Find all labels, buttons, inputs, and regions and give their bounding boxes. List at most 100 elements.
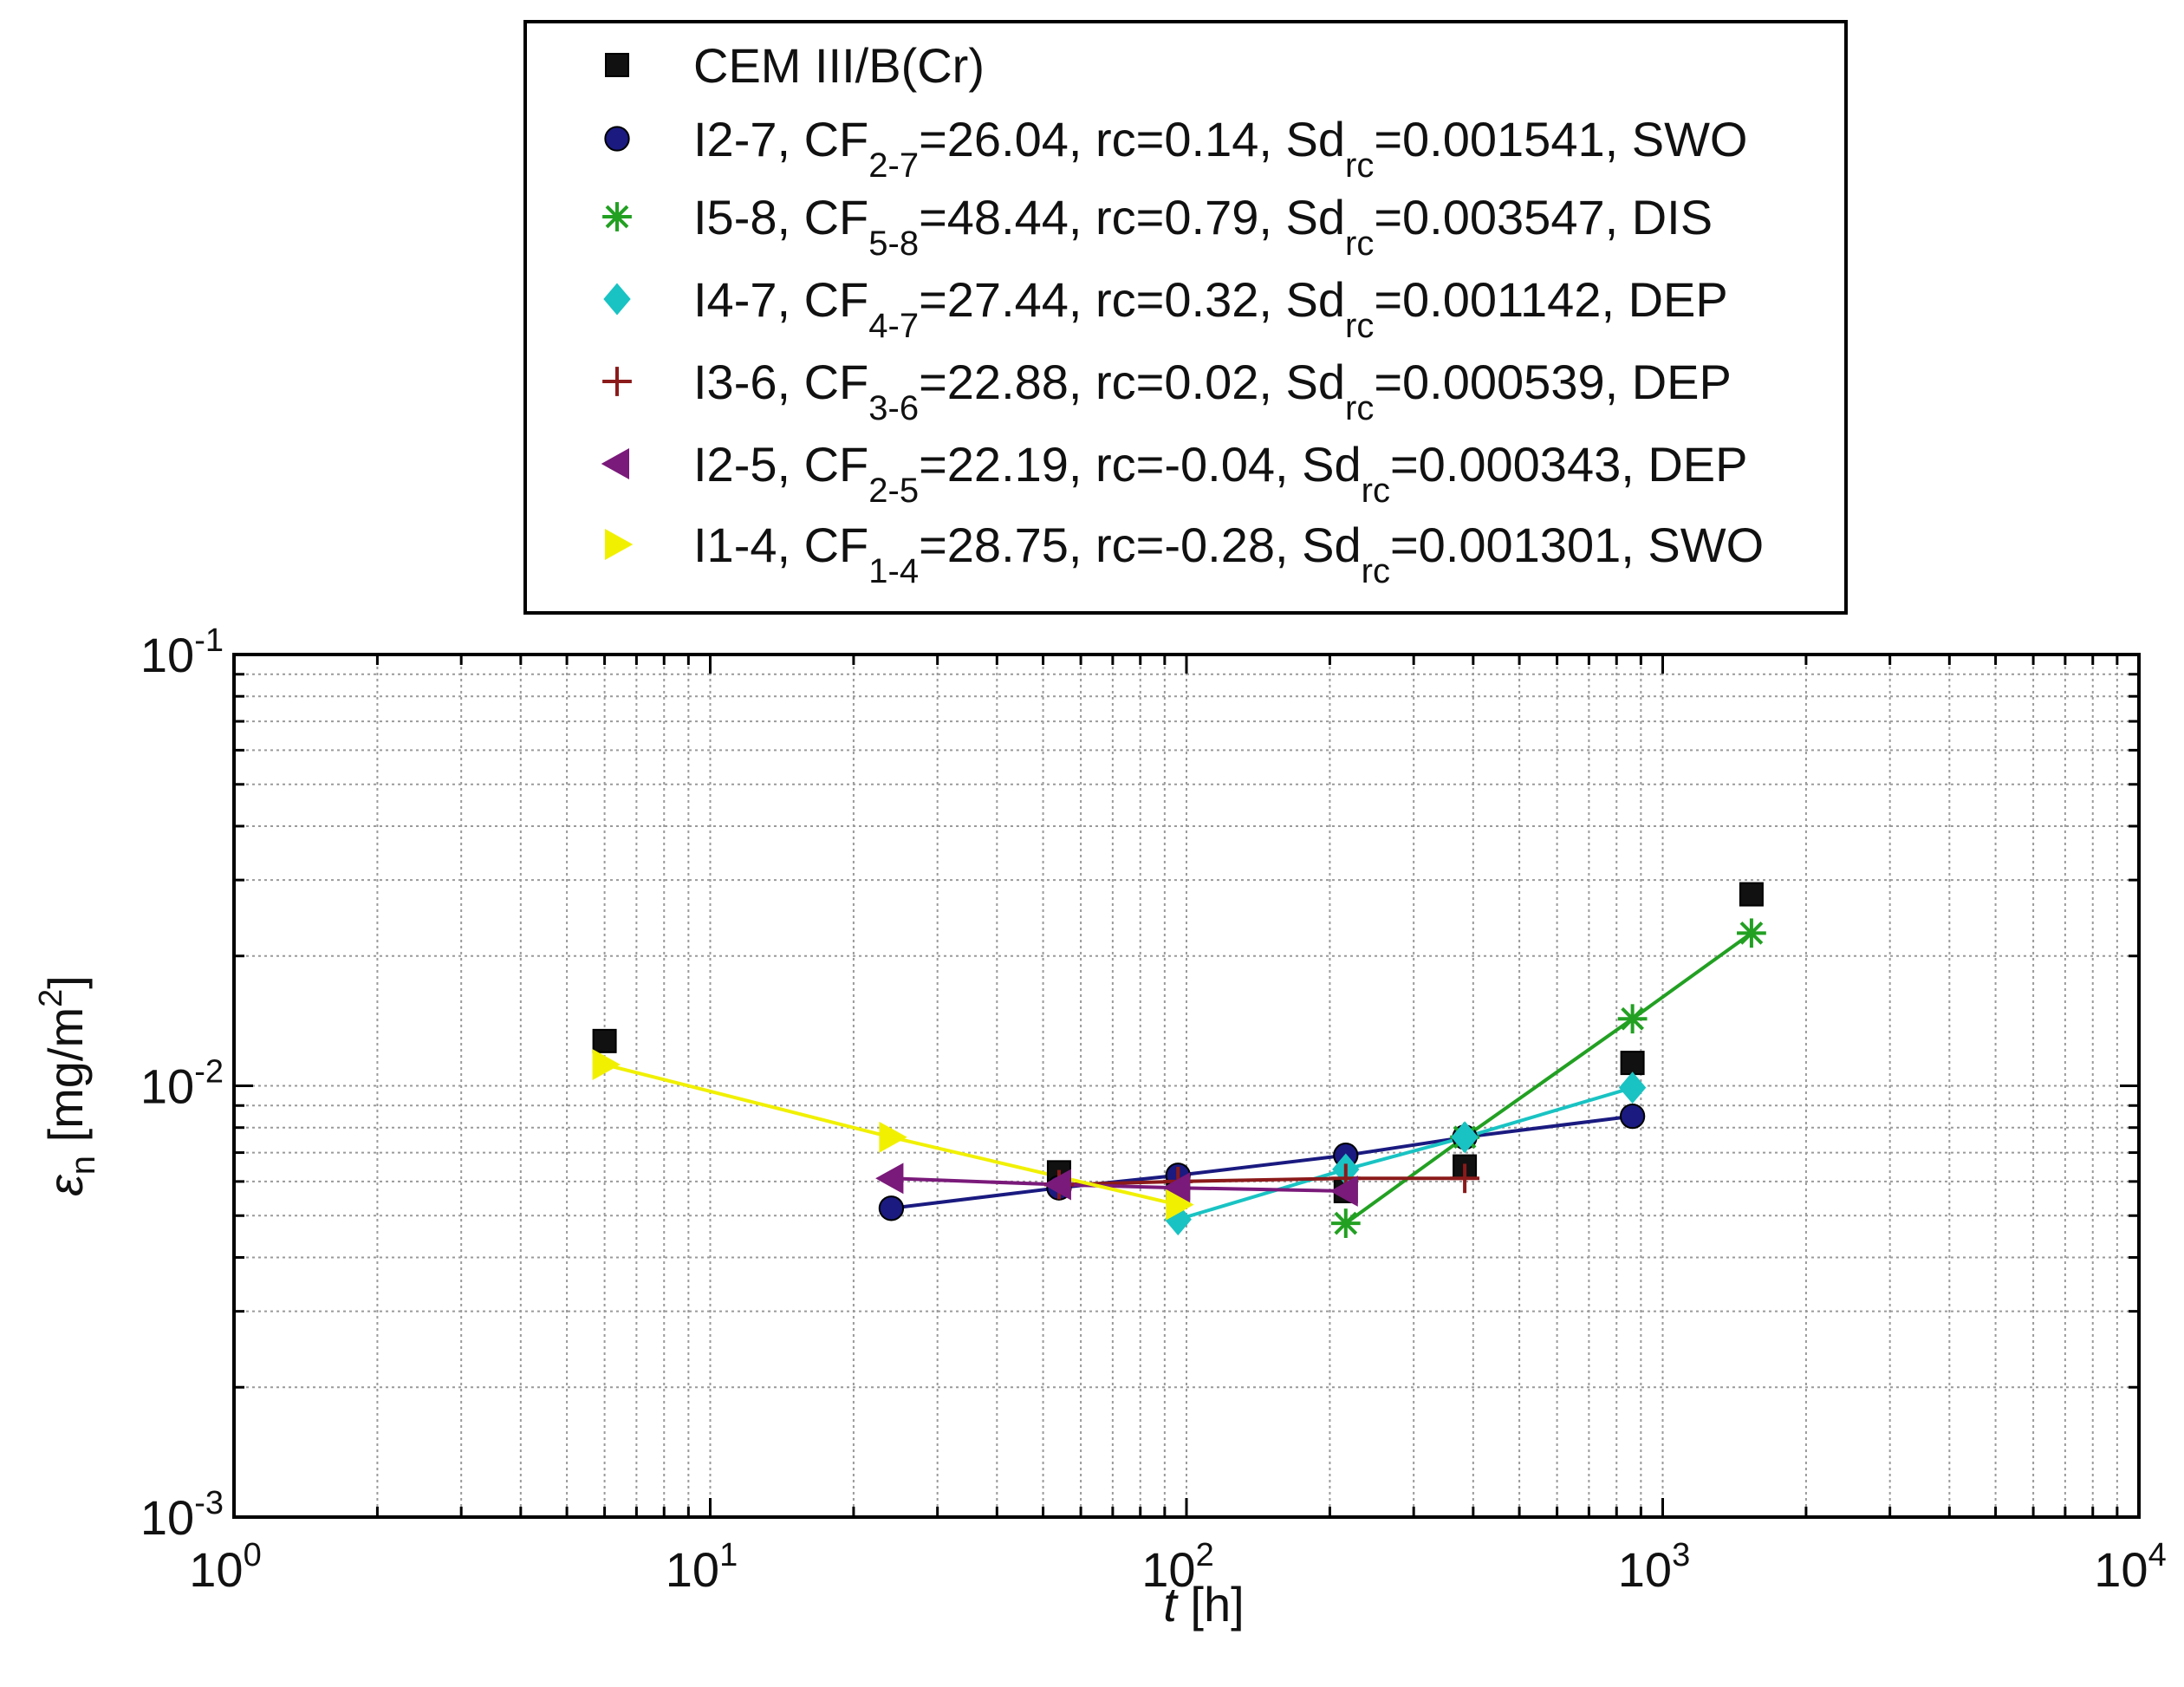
legend-text-part: =26.04, rc=0.14, Sd <box>919 112 1345 166</box>
legend-text-part: I2-5, CF <box>693 437 868 492</box>
y-axis-label-symbol: ε <box>38 1174 93 1196</box>
tick-base: 10 <box>140 1490 194 1545</box>
legend-subscript: rc <box>1345 147 1374 185</box>
legend-subscript: 4-7 <box>868 307 919 345</box>
tick-base: 10 <box>666 1542 719 1597</box>
legend-box <box>523 20 1848 615</box>
legend-entry-i2-5: I2-5, CF2-5=22.19, rc=-0.04, Sdrc=0.0003… <box>693 437 1748 510</box>
tick-base: 10 <box>189 1542 243 1597</box>
legend-text-part: =0.001142, DEP <box>1374 272 1727 327</box>
series-line-i2-7 <box>891 1114 1633 1210</box>
y-axis-label-superscript: 2 <box>33 989 69 1007</box>
y-tick-label: 10-2 <box>140 1054 224 1114</box>
legend-entry-cem-iii-b-cr: CEM III/B(Cr) <box>693 38 985 93</box>
legend-text-part: I3-6, CF <box>693 355 868 409</box>
series-line-i4-7 <box>1177 1085 1634 1221</box>
legend: CEM III/B(Cr) I2-7, CF2-7=26.04, rc=0.14,… <box>523 20 1848 615</box>
legend-entry-i2-7: I2-7, CF2-7=26.04, rc=0.14, Sdrc=0.00154… <box>693 112 1747 185</box>
legend-text-part: =28.75, rc=-0.28, Sd <box>919 518 1362 572</box>
x-tick-label: 103 <box>1618 1537 1690 1597</box>
tick-base: 10 <box>1618 1542 1672 1597</box>
data-point-i1-4 <box>1166 1189 1194 1221</box>
tick-base: 10 <box>1141 1542 1195 1597</box>
data-point-i2-5 <box>875 1163 904 1195</box>
legend-text-part: I2-7, CF <box>693 112 868 166</box>
tick-exponent: -2 <box>194 1054 224 1091</box>
y-axis-label-unit: [mg/m <box>38 1007 93 1156</box>
legend-marker-cem-iii-b-cr <box>605 53 629 77</box>
legend-text-part: =0.000539, DEP <box>1374 355 1732 409</box>
y-axis-label: εn [mg/m2] <box>33 975 102 1196</box>
y-axis-label-subscript: n <box>64 1156 102 1175</box>
tick-exponent: 3 <box>1672 1537 1690 1573</box>
y-tick-label: 10-3 <box>140 1485 224 1545</box>
data-point-cem-iii-b-cr <box>1739 882 1764 907</box>
legend-entry-i4-7: I4-7, CF4-7=27.44, rc=0.32, Sdrc=0.00114… <box>693 272 1728 345</box>
tick-exponent: 4 <box>2148 1537 2167 1573</box>
legend-subscript: rc <box>1362 472 1390 510</box>
x-axis-label: t [h] <box>1163 1577 1244 1632</box>
legend-marker-i4-7 <box>603 283 631 316</box>
legend-text-part: I4-7, CF <box>693 272 868 327</box>
data-point-i2-5 <box>1329 1176 1358 1207</box>
x-tick-label: 102 <box>1141 1537 1213 1597</box>
legend-subscript: rc <box>1345 307 1374 345</box>
data-point-i1-4 <box>879 1121 907 1153</box>
tick-base: 10 <box>140 628 194 682</box>
legend-subscript: rc <box>1345 389 1374 427</box>
legend-subscript: 1-4 <box>868 552 919 590</box>
legend-subscript: 3-6 <box>868 389 919 427</box>
y-tick-label: 10-1 <box>140 622 224 682</box>
legend-text-part: =0.001541, SWO <box>1374 112 1747 166</box>
x-axis-label-unit: [h] <box>1177 1577 1245 1632</box>
legend-text-part: I5-8, CF <box>693 190 868 244</box>
data-point-i2-5 <box>1161 1172 1191 1204</box>
tick-exponent: 1 <box>719 1537 738 1573</box>
legend-entry-i1-4: I1-4, CF1-4=28.75, rc=-0.28, Sdrc=0.0013… <box>693 518 1764 590</box>
data-point-i5-8-stroke <box>1739 921 1764 945</box>
legend-subscript: rc <box>1362 552 1390 590</box>
data-point-i4-7 <box>1451 1121 1479 1154</box>
legend-subscript: 2-7 <box>868 147 919 185</box>
legend-text-part: CEM III/B(Cr) <box>693 38 985 93</box>
grid <box>233 655 2139 1518</box>
data-point-i5-8-stroke <box>1334 1211 1358 1235</box>
data-point-i3-6 <box>1450 1163 1479 1194</box>
x-axis-label-variable: t <box>1163 1577 1179 1632</box>
tick-base: 10 <box>2094 1542 2148 1597</box>
legend-subscript: 2-5 <box>868 472 919 510</box>
tick-exponent: -3 <box>194 1485 224 1521</box>
data-point-i5-8 <box>1617 1004 1648 1034</box>
data-point-i2-5 <box>1043 1169 1071 1201</box>
data-point-i1-4 <box>592 1049 621 1080</box>
tick-base: 10 <box>140 1059 194 1114</box>
series-line-i5-8 <box>1344 931 1753 1225</box>
x-tick-label: 101 <box>666 1537 738 1597</box>
legend-subscript: rc <box>1345 225 1374 263</box>
legend-text-part: =27.44, rc=0.32, Sd <box>919 272 1345 327</box>
legend-marker-i3-6 <box>602 367 632 396</box>
series-line-i3-6 <box>1058 1176 1466 1187</box>
legend-entry-i5-8: I5-8, CF5-8=48.44, rc=0.79, Sdrc=0.00354… <box>693 190 1713 263</box>
tick-exponent: 2 <box>1196 1537 1214 1573</box>
data-points <box>592 882 1766 1238</box>
data-point-i2-7 <box>1619 1103 1646 1130</box>
legend-text-part: =48.44, rc=0.79, Sd <box>919 190 1345 244</box>
legend-marker-i5-8-stroke <box>605 205 629 229</box>
legend-text-part: =22.19, rc=-0.04, Sd <box>919 437 1362 492</box>
x-tick-label: 104 <box>2094 1537 2166 1597</box>
tick-exponent: -1 <box>194 622 224 659</box>
legend-subscript: 5-8 <box>868 225 919 263</box>
data-point-cem-iii-b-cr <box>592 1028 617 1053</box>
legend-text-part: =22.88, rc=0.02, Sd <box>919 355 1345 409</box>
legend-text-part: =0.001301, SWO <box>1390 518 1764 572</box>
legend-text-part: =0.000343, DEP <box>1390 437 1748 492</box>
data-point-cem-iii-b-cr <box>1620 1051 1645 1076</box>
legend-marker-i2-5 <box>601 448 629 479</box>
legend-entry-i3-6: I3-6, CF3-6=22.88, rc=0.02, Sdrc=0.00053… <box>693 355 1732 427</box>
axis-ticks <box>232 653 2141 1519</box>
series-line-i2-5 <box>891 1176 1346 1193</box>
data-point-i5-8 <box>1330 1208 1361 1238</box>
legend-marker-i2-7 <box>604 126 630 152</box>
